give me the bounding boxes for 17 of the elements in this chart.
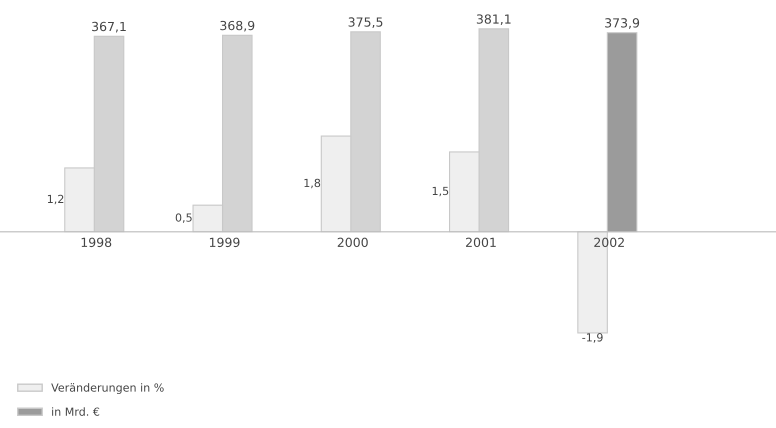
x-tick-label: 2001 xyxy=(466,238,496,248)
data-label: 381,1 xyxy=(476,14,511,26)
x-tick-label: 1998 xyxy=(82,238,112,248)
data-label: 1,8 xyxy=(304,178,320,188)
legend-label: Veränderungen in % xyxy=(51,383,164,394)
data-label: 373,9 xyxy=(605,18,640,29)
data-label: 1,5 xyxy=(432,186,448,196)
x-tick-label: 2002 xyxy=(594,238,624,248)
data-label: 1,2 xyxy=(48,194,64,204)
data-label: -1,9 xyxy=(582,333,603,343)
legend-label: in Mrd. € xyxy=(52,407,100,416)
data-label: 367,1 xyxy=(92,22,126,33)
data-label: 0,5 xyxy=(176,213,192,223)
x-tick-label: 1999 xyxy=(210,238,240,248)
data-label: 368,9 xyxy=(220,20,254,32)
x-tick-label: 2000 xyxy=(338,238,368,248)
data-label: 375,5 xyxy=(348,17,382,28)
